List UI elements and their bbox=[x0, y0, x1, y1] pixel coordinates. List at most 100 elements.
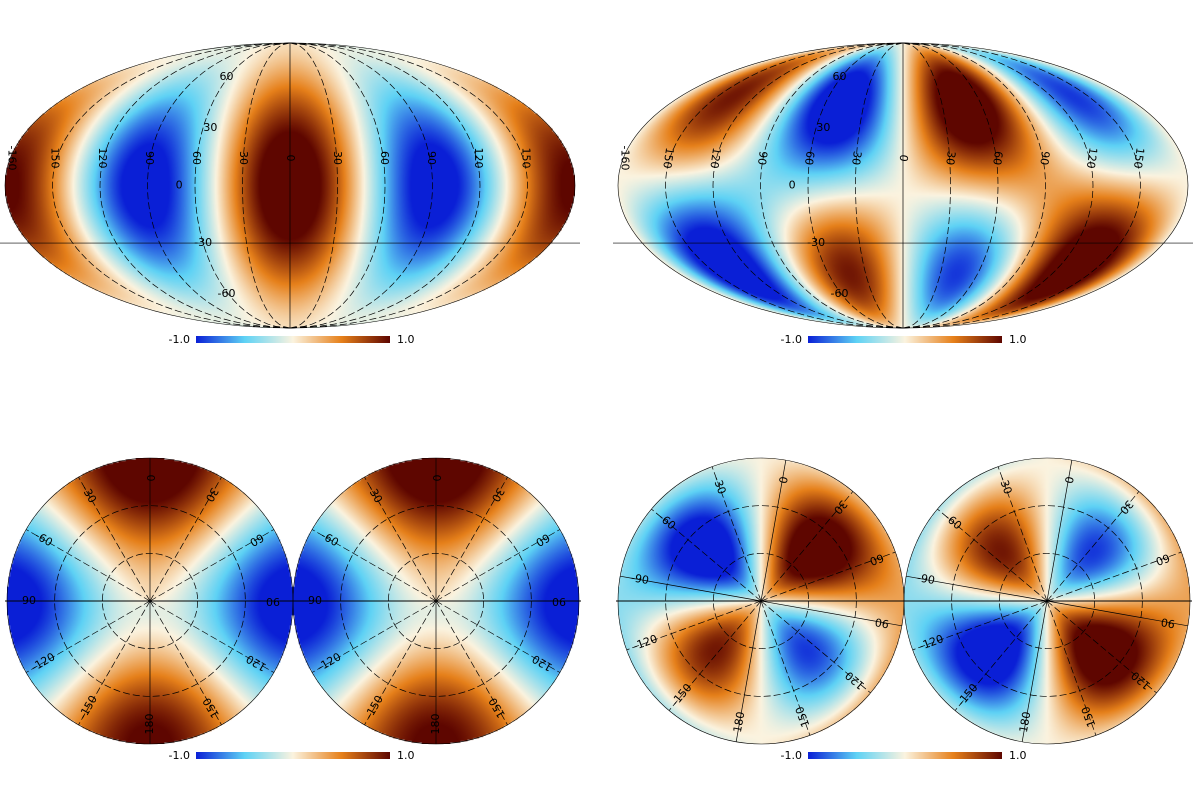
meridian-label: 60 bbox=[190, 151, 203, 165]
colorbar-max-label: 1.0 bbox=[1009, 749, 1027, 762]
meridian-label: 30 bbox=[849, 150, 864, 166]
spoke-label: 0 bbox=[430, 475, 443, 482]
parallel-label: -30 bbox=[194, 236, 212, 249]
meridian-label: 150 bbox=[1131, 147, 1147, 170]
spoke-label: -90 bbox=[630, 571, 650, 587]
meridian-label: 120 bbox=[96, 148, 109, 169]
polar-spoke bbox=[1046, 600, 1157, 694]
spoke-label: 0 bbox=[144, 475, 157, 482]
panel-top-left-mollweide: 150 120 90 60 30 0 30 60 90 120 150 -160 60 30 0 -30 -60 bbox=[0, 42, 580, 329]
parallel-label: -60 bbox=[830, 287, 848, 300]
spoke-label: 0 bbox=[776, 475, 790, 484]
meridian-label: 30 bbox=[237, 151, 250, 165]
meridian-label: 150 bbox=[660, 147, 676, 170]
spoke-label: 60 bbox=[247, 531, 266, 549]
meridian-line bbox=[807, 42, 904, 329]
spoke-label: -90 bbox=[18, 594, 36, 607]
meridian-line bbox=[289, 42, 481, 329]
meridian-line bbox=[289, 42, 386, 329]
polar-spoke bbox=[435, 600, 508, 726]
parallel-label: 60 bbox=[219, 70, 233, 83]
polar-spoke bbox=[668, 600, 762, 711]
meridian-label: 150 bbox=[49, 148, 62, 169]
polar-spoke bbox=[435, 600, 561, 673]
spoke-label: 180 bbox=[143, 713, 156, 734]
colorbar-min-label: -1.0 bbox=[781, 749, 802, 762]
polar-spoke bbox=[760, 460, 787, 602]
polar-spoke bbox=[25, 600, 151, 673]
colorbar-max-label: 1.0 bbox=[397, 333, 415, 346]
colorbar-gradient bbox=[196, 336, 390, 343]
spoke-label: 180 bbox=[429, 713, 442, 734]
meridian-label-edge: -160 bbox=[6, 146, 19, 171]
meridian-label: 90 bbox=[425, 151, 438, 165]
polar-spoke bbox=[1046, 600, 1097, 736]
polar-spoke bbox=[997, 466, 1048, 602]
meridian-line bbox=[147, 42, 291, 329]
polar-spoke bbox=[620, 575, 762, 602]
meridian-line bbox=[289, 42, 528, 329]
meridian-line bbox=[712, 42, 904, 329]
spoke-label: 0 bbox=[1062, 475, 1076, 484]
polar-spoke bbox=[78, 476, 151, 602]
parallel-label: 0 bbox=[789, 179, 796, 192]
spoke-label: -90 bbox=[304, 594, 322, 607]
polar-spoke bbox=[1046, 600, 1188, 627]
colorbar-gradient bbox=[808, 336, 1002, 343]
polar-spoke bbox=[651, 508, 762, 602]
meridian-label: 90 bbox=[1037, 150, 1052, 166]
polar-spoke bbox=[149, 600, 222, 726]
polar-spoke bbox=[25, 529, 151, 602]
polar-spoke bbox=[311, 529, 437, 602]
polar-spoke bbox=[1046, 491, 1140, 602]
meridian-line bbox=[52, 42, 291, 329]
parallel-label: 60 bbox=[832, 70, 846, 83]
meridian-label: 60 bbox=[990, 150, 1005, 166]
polar-spoke bbox=[711, 466, 762, 602]
meridian-line bbox=[194, 42, 291, 329]
meridian-label: 120 bbox=[707, 147, 723, 170]
spoke-label: 30 bbox=[203, 485, 221, 504]
polar-spoke bbox=[760, 491, 854, 602]
polar-spoke bbox=[912, 600, 1048, 651]
polar-spoke bbox=[760, 600, 902, 627]
spoke-label: 180 bbox=[1017, 711, 1033, 734]
colorbar-gradient bbox=[196, 752, 390, 759]
spoke-label: 60 bbox=[1154, 551, 1172, 568]
meridian-label: 90 bbox=[143, 151, 156, 165]
polar-spoke bbox=[311, 600, 437, 673]
spoke-label: 60 bbox=[868, 551, 886, 568]
parallel-label: -30 bbox=[807, 236, 825, 249]
panel-bottom-left-polar: 0306090120150180-150-120-90-60-300306090… bbox=[5, 457, 581, 745]
colorbar-bottom-left: -1.0 1.0 bbox=[169, 749, 415, 762]
polar-spoke bbox=[954, 600, 1048, 711]
colorbar-bottom-right: -1.0 1.0 bbox=[781, 749, 1027, 762]
polar-spoke bbox=[149, 476, 222, 602]
meridian-line bbox=[902, 42, 1141, 329]
polar-spoke bbox=[760, 551, 896, 602]
polar-spoke bbox=[78, 600, 151, 726]
polar-spoke bbox=[364, 600, 437, 726]
colorbar-min-label: -1.0 bbox=[169, 333, 190, 346]
parallel-label: 30 bbox=[203, 121, 217, 134]
colorbar-max-label: 1.0 bbox=[1009, 333, 1027, 346]
colorbar-min-label: -1.0 bbox=[169, 749, 190, 762]
spoke-label: 90 bbox=[874, 615, 890, 630]
meridian-line bbox=[665, 42, 904, 329]
meridian-label: 30 bbox=[943, 150, 958, 166]
spoke-label: -30 bbox=[710, 475, 728, 496]
spoke-label: 90 bbox=[552, 595, 566, 608]
polar-spoke bbox=[937, 508, 1048, 602]
meridian-label: 60 bbox=[802, 150, 817, 166]
meridian-label: 150 bbox=[519, 148, 532, 169]
polar-spoke bbox=[760, 600, 871, 694]
spoke-label: 90 bbox=[266, 595, 280, 608]
meridian-line bbox=[760, 42, 904, 329]
meridian-label: 60 bbox=[378, 151, 391, 165]
colorbar-gradient bbox=[808, 752, 1002, 759]
colorbar-max-label: 1.0 bbox=[397, 749, 415, 762]
meridian-line bbox=[99, 42, 291, 329]
meridian-line bbox=[902, 42, 1046, 329]
